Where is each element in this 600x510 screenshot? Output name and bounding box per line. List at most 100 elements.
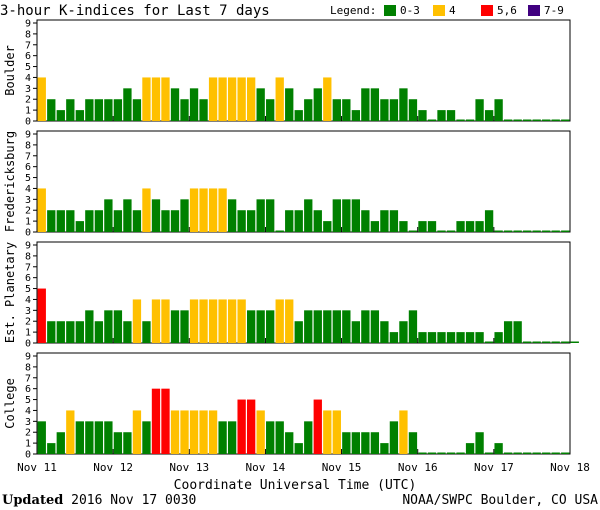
k-index-bar — [208, 77, 218, 121]
k-index-bar — [437, 230, 446, 232]
y-tick-label: 7 — [25, 151, 31, 162]
k-index-bar — [199, 299, 208, 343]
k-index-bar — [275, 299, 284, 343]
k-index-bar — [123, 321, 132, 343]
k-index-bar — [56, 432, 65, 454]
k-index-bar — [75, 110, 84, 121]
k-index-bar — [113, 432, 123, 454]
y-tick-label: 2 — [25, 95, 31, 106]
k-index-bar — [484, 341, 494, 343]
k-index-bar — [237, 77, 246, 121]
k-index-bar — [104, 421, 113, 454]
k-index-bar — [189, 88, 199, 121]
k-index-bar — [523, 119, 532, 121]
y-tick-label: 6 — [25, 162, 31, 173]
k-index-bar — [465, 443, 475, 454]
k-index-bar — [227, 77, 237, 121]
k-index-bar — [161, 299, 170, 343]
panels: 0123456789Boulder0123456789Fredericksbur… — [3, 19, 579, 461]
k-index-bar — [142, 188, 151, 232]
k-index-bar — [513, 119, 522, 121]
k-index-bar — [208, 299, 218, 343]
y-tick-label: 1 — [25, 439, 31, 450]
k-index-bar — [218, 421, 227, 454]
y-tick-label: 1 — [25, 328, 31, 339]
k-index-bar — [342, 199, 351, 232]
k-index-bar — [180, 99, 189, 121]
chart-title: 3-hour K-indices for Last 7 days — [0, 3, 270, 19]
k-index-bar — [551, 452, 560, 454]
k-index-bar — [237, 299, 246, 343]
k-index-bar — [542, 341, 551, 343]
k-index-bar — [342, 432, 351, 454]
k-index-bar — [323, 221, 332, 232]
k-index-bar — [94, 99, 104, 121]
k-index-bar — [332, 199, 341, 232]
k-index-bar — [94, 421, 104, 454]
k-index-bar — [446, 452, 456, 454]
k-index-bar — [484, 210, 494, 232]
k-index-bar — [561, 452, 570, 454]
panel-label: College — [3, 378, 17, 429]
k-index-bar — [351, 321, 361, 343]
k-index-bar — [503, 321, 513, 343]
k-index-bar — [123, 199, 132, 232]
k-index-bar — [104, 99, 113, 121]
legend-swatch — [481, 5, 493, 16]
k-index-bar — [189, 299, 199, 343]
k-index-bar — [342, 310, 351, 343]
k-index-bar — [389, 99, 399, 121]
y-tick-label: 0 — [25, 339, 31, 350]
credit-text: NOAA/SWPC Boulder, CO USA — [402, 493, 598, 508]
k-index-bar — [75, 421, 84, 454]
k-index-bar — [246, 210, 256, 232]
k-index-bar — [313, 88, 322, 121]
y-tick-label: 5 — [25, 395, 31, 406]
k-index-bar — [456, 221, 465, 232]
k-index-bar — [427, 332, 437, 343]
legend-item: 0-3 — [384, 4, 420, 17]
k-index-bar — [47, 210, 56, 232]
updated-label: Updated 2016 Nov 17 0030 — [2, 493, 196, 508]
k-index-bar — [275, 77, 284, 121]
k-index-bar — [551, 341, 560, 343]
k-index-bar — [399, 410, 408, 454]
k-index-bar — [237, 399, 246, 454]
y-tick-label: 9 — [25, 19, 31, 30]
y-tick-label: 0 — [25, 228, 31, 239]
y-tick-label: 9 — [25, 130, 31, 141]
k-index-bar — [94, 321, 104, 343]
k-index-bar — [484, 110, 494, 121]
k-index-bar — [85, 310, 94, 343]
k-index-bar — [199, 188, 208, 232]
x-tick-label: Nov 13 — [169, 461, 209, 474]
k-index-bar — [389, 421, 399, 454]
k-index-bar — [399, 321, 408, 343]
legend-item-label: 5,6 — [497, 4, 517, 17]
k-index-bar — [313, 210, 322, 232]
k-index-bar — [389, 210, 399, 232]
legend-item: 4 — [433, 4, 456, 17]
k-index-bar — [151, 388, 161, 454]
k-index-bar — [218, 299, 227, 343]
k-index-bar — [161, 388, 170, 454]
x-tick-label: Nov 14 — [246, 461, 286, 474]
k-index-bar — [427, 452, 437, 454]
k-index-bar — [561, 341, 570, 343]
k-index-bar — [408, 99, 418, 121]
k-index-bar — [370, 221, 380, 232]
y-tick-label: 7 — [25, 40, 31, 51]
k-index-bar — [399, 88, 408, 121]
k-index-bar — [418, 110, 427, 121]
k-index-bar — [246, 77, 256, 121]
k-index-bar — [66, 210, 75, 232]
k-index-bar — [503, 230, 513, 232]
k-index-bar — [189, 188, 199, 232]
k-index-bar — [256, 88, 265, 121]
y-tick-label: 7 — [25, 262, 31, 273]
k-index-bar — [437, 332, 446, 343]
y-tick-label: 3 — [25, 417, 31, 428]
